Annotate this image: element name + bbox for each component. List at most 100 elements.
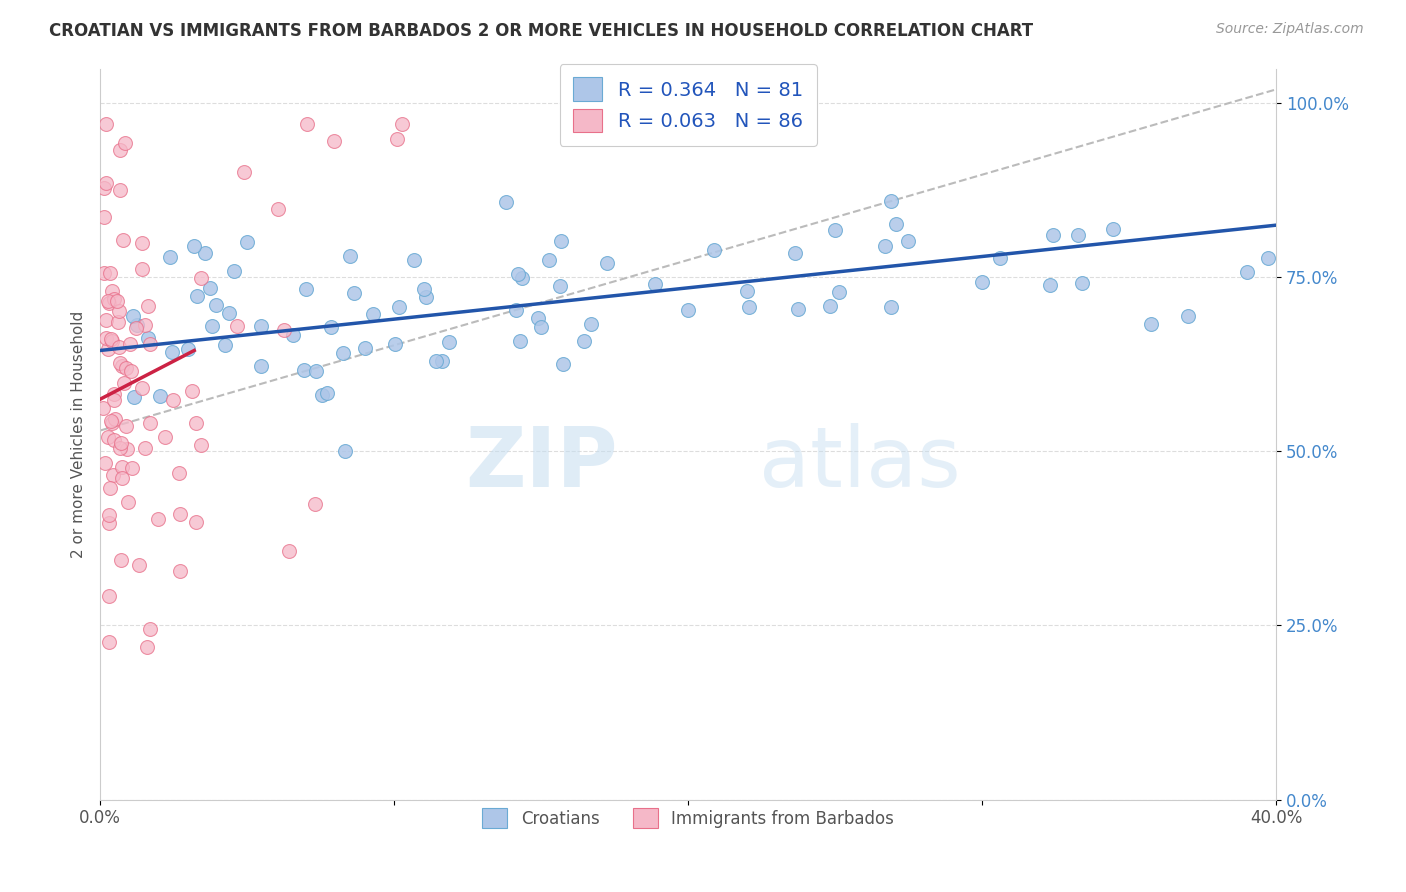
Point (136, 640, 159, 654)
Point (509, 334, 531, 349)
Point (343, 286, 366, 301)
Point (146, 512, 169, 526)
Point (153, 430, 176, 444)
Point (548, 279, 571, 293)
Point (897, 234, 920, 248)
Point (214, 337, 236, 351)
Point (537, 253, 560, 268)
Point (93, 266, 115, 280)
Point (550, 235, 572, 249)
Point (131, 236, 153, 251)
Point (236, 235, 259, 249)
Y-axis label: 2 or more Vehicles in Household: 2 or more Vehicles in Household (72, 310, 86, 558)
Point (1039, 278, 1062, 293)
Point (98, 266, 121, 280)
Point (94, 117, 117, 131)
Point (430, 354, 453, 368)
Point (114, 376, 136, 391)
Point (415, 290, 437, 304)
Point (353, 341, 375, 355)
Point (1177, 310, 1199, 324)
Point (159, 250, 181, 264)
Point (115, 418, 138, 433)
Point (553, 357, 575, 371)
Point (194, 245, 217, 260)
Point (110, 471, 132, 485)
Point (112, 233, 135, 247)
Point (339, 249, 361, 263)
Point (101, 334, 124, 348)
Point (96, 430, 118, 444)
Point (388, 300, 411, 314)
Legend: Croatians, Immigrants from Barbados: Croatians, Immigrants from Barbados (475, 801, 901, 835)
Point (333, 444, 356, 458)
Point (222, 264, 245, 278)
Point (437, 335, 460, 350)
Point (117, 495, 139, 509)
Point (108, 340, 131, 354)
Point (295, 282, 318, 296)
Point (880, 194, 903, 208)
Point (201, 319, 224, 334)
Point (97, 516, 120, 531)
Point (110, 442, 132, 456)
Point (190, 438, 212, 452)
Point (127, 318, 149, 333)
Point (98, 635, 121, 649)
Point (169, 564, 191, 578)
Point (103, 411, 125, 425)
Point (122, 390, 145, 404)
Text: atlas: atlas (759, 423, 960, 504)
Point (737, 300, 759, 314)
Point (250, 318, 273, 333)
Point (162, 345, 184, 359)
Point (988, 252, 1011, 266)
Point (322, 134, 344, 148)
Point (277, 543, 299, 558)
Point (644, 277, 666, 291)
Point (824, 223, 846, 237)
Point (101, 468, 124, 483)
Point (108, 143, 131, 157)
Point (1067, 228, 1090, 243)
Point (972, 275, 994, 289)
Point (880, 300, 903, 314)
Point (703, 243, 725, 257)
Point (108, 356, 131, 370)
Point (93, 401, 115, 415)
Point (111, 359, 134, 373)
Point (169, 466, 191, 480)
Text: CROATIAN VS IMMIGRANTS FROM BARBADOS 2 OR MORE VEHICLES IN HOUSEHOLD CORRELATION: CROATIAN VS IMMIGRANTS FROM BARBADOS 2 O… (49, 22, 1033, 40)
Point (108, 303, 131, 318)
Point (97, 296, 120, 310)
Point (205, 298, 228, 312)
Point (98, 481, 121, 495)
Point (103, 292, 125, 306)
Point (200, 280, 222, 294)
Point (787, 302, 810, 317)
Point (118, 337, 141, 351)
Point (233, 165, 256, 179)
Point (121, 461, 143, 475)
Point (93, 456, 115, 470)
Point (120, 364, 142, 378)
Point (103, 392, 125, 407)
Text: Source: ZipAtlas.com: Source: ZipAtlas.com (1216, 22, 1364, 37)
Point (315, 386, 337, 401)
Point (1139, 317, 1161, 331)
Point (100, 414, 122, 428)
Point (136, 299, 159, 313)
Point (332, 345, 354, 359)
Point (305, 364, 328, 378)
Point (114, 360, 136, 375)
Point (304, 497, 326, 511)
Point (505, 303, 527, 318)
Point (311, 388, 333, 402)
Point (579, 317, 602, 331)
Point (530, 319, 553, 334)
Point (676, 303, 699, 318)
Point (100, 284, 122, 298)
Point (107, 315, 129, 329)
Point (820, 299, 842, 313)
Point (97, 342, 120, 356)
